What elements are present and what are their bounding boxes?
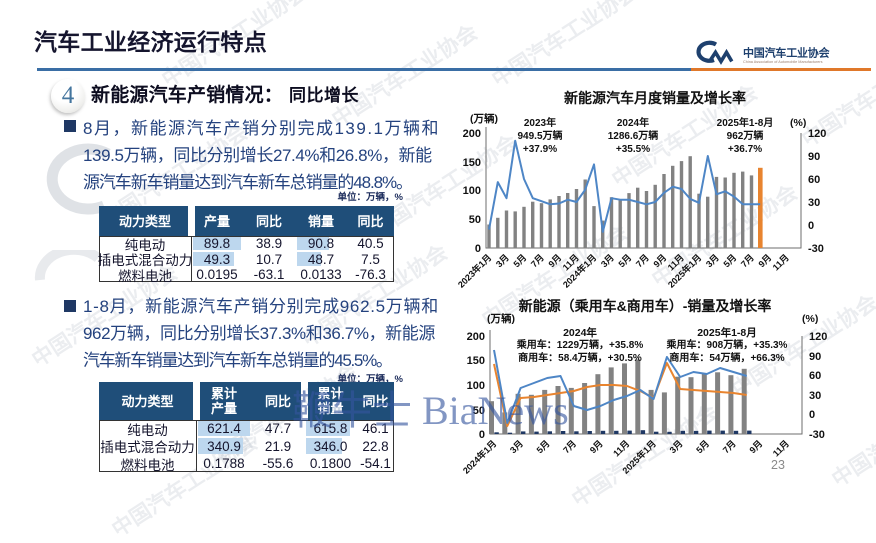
svg-text:120: 120 (808, 128, 826, 140)
svg-text:(%): (%) (802, 313, 818, 325)
svg-text:+37.9%: +37.9% (523, 144, 557, 155)
svg-text:(%): (%) (790, 117, 806, 129)
svg-text:2025年1-8月: 2025年1-8月 (717, 116, 774, 129)
svg-text:-30: -30 (809, 429, 825, 441)
svg-text:商用车：58.4万辆，+30.5%: 商用车：58.4万辆，+30.5% (518, 351, 642, 364)
svg-text:商用车：54万辆，+66.3%: 商用车：54万辆，+66.3% (669, 351, 784, 364)
svg-text:5月: 5月 (616, 252, 633, 269)
svg-text:50: 50 (469, 214, 481, 226)
svg-text:2024年1月: 2024年1月 (460, 438, 498, 476)
svg-text:3月: 3月 (668, 438, 685, 455)
svg-text:乘用车：908万辆，+35.3%: 乘用车：908万辆，+35.3% (666, 338, 788, 351)
svg-text:60: 60 (809, 370, 821, 382)
svg-text:90: 90 (808, 151, 820, 163)
svg-text:120: 120 (809, 331, 827, 343)
svg-text:23: 23 (771, 458, 785, 472)
svg-text:3月: 3月 (599, 252, 616, 269)
svg-text:7月: 7月 (739, 252, 756, 269)
svg-text:962万辆: 962万辆 (727, 129, 764, 142)
svg-text:乘用车：1229万辆，+35.8%: 乘用车：1229万辆，+35.8% (516, 338, 644, 351)
svg-text:0: 0 (809, 409, 815, 421)
svg-text:3月: 3月 (494, 252, 511, 269)
svg-text:-30: -30 (808, 243, 824, 255)
svg-text:5月: 5月 (535, 438, 552, 455)
svg-text:9月: 9月 (747, 438, 764, 455)
svg-text:0: 0 (475, 243, 481, 255)
svg-text:(万辆): (万辆) (470, 112, 498, 125)
svg-text:100: 100 (467, 380, 485, 392)
svg-text:2024年: 2024年 (617, 116, 649, 129)
svg-text:90: 90 (809, 351, 821, 363)
svg-text:2023年: 2023年 (524, 116, 556, 129)
svg-text:200: 200 (467, 331, 485, 343)
svg-text:+35.5%: +35.5% (616, 144, 650, 155)
svg-text:2024年: 2024年 (563, 326, 597, 339)
svg-text:150: 150 (463, 157, 481, 169)
svg-text:China Association of Automobil: China Association of Automobile Manufact… (743, 60, 823, 64)
svg-text:60: 60 (808, 174, 820, 186)
svg-text:9月: 9月 (588, 438, 605, 455)
svg-text:7月: 7月 (529, 252, 546, 269)
svg-text:5月: 5月 (694, 438, 711, 455)
svg-text:2025年1-8月: 2025年1-8月 (697, 326, 757, 339)
svg-text:0: 0 (808, 220, 814, 232)
svg-text:(万辆): (万辆) (487, 312, 515, 325)
svg-text:2023年1月: 2023年1月 (455, 252, 493, 290)
svg-text:1286.6万辆: 1286.6万辆 (608, 129, 659, 142)
svg-text:200: 200 (463, 128, 481, 140)
svg-text:新能源（乘用车&商用车）-销量及增长率: 新能源（乘用车&商用车）-销量及增长率 (519, 298, 772, 314)
svg-text:100: 100 (463, 185, 481, 197)
svg-text:5月: 5月 (721, 252, 738, 269)
svg-text:中国汽车工业协会: 中国汽车工业协会 (743, 46, 831, 60)
svg-text:11月: 11月 (771, 438, 791, 458)
svg-text:949.5万辆: 949.5万辆 (517, 129, 562, 142)
svg-text:50: 50 (473, 405, 485, 417)
svg-text:+36.7%: +36.7% (728, 144, 762, 155)
svg-text:5月: 5月 (511, 252, 528, 269)
svg-text:11月: 11月 (611, 438, 631, 458)
svg-text:30: 30 (808, 197, 820, 209)
svg-text:7月: 7月 (634, 252, 651, 269)
svg-text:3月: 3月 (704, 252, 721, 269)
svg-text:3月: 3月 (508, 438, 525, 455)
svg-text:30: 30 (809, 390, 821, 402)
svg-text:150: 150 (467, 355, 485, 367)
svg-text:0: 0 (479, 429, 485, 441)
svg-text:7月: 7月 (561, 438, 578, 455)
svg-text:7月: 7月 (721, 438, 738, 455)
svg-text:新能源汽车月度销量及增长率: 新能源汽车月度销量及增长率 (564, 90, 746, 106)
svg-text:11月: 11月 (771, 252, 791, 272)
